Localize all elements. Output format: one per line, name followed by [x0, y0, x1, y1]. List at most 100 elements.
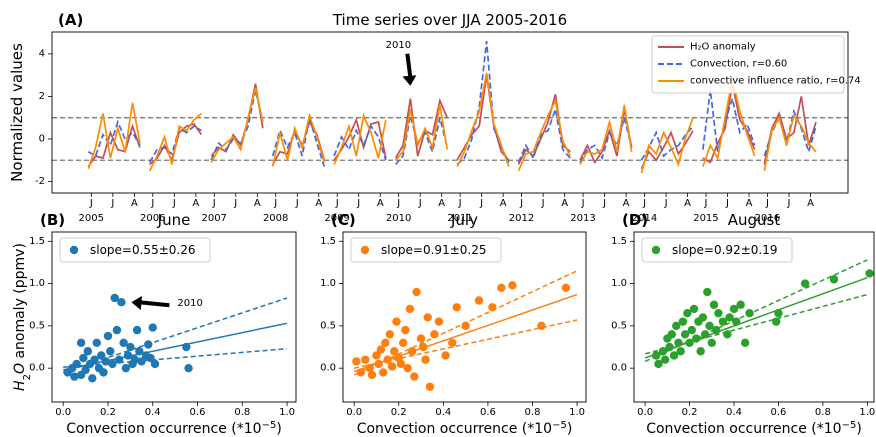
- x-tick-label: J: [233, 198, 237, 209]
- point: [419, 342, 428, 352]
- legend-box: [350, 237, 502, 263]
- x-tick-label: 0.6: [770, 407, 786, 418]
- fit-lower: [63, 347, 288, 369]
- point: [121, 363, 131, 373]
- x-tick-label: 0.0: [637, 407, 653, 418]
- panel-label: (D): [622, 211, 648, 229]
- x-tick-label: 0.2: [100, 407, 116, 418]
- x-tick-label: J: [89, 198, 93, 209]
- x-tick-label: J: [212, 198, 216, 209]
- point: [740, 338, 750, 347]
- point: [474, 296, 484, 305]
- y-tick-label: 1.0: [320, 278, 336, 289]
- x-tick-label: A: [438, 198, 445, 209]
- point: [110, 293, 119, 303]
- x-tick-label: J: [418, 198, 422, 209]
- point: [680, 330, 690, 339]
- point: [79, 353, 88, 363]
- point: [441, 351, 450, 360]
- y-axis-label-part: O: [12, 363, 28, 374]
- fit-upper: [62, 297, 288, 374]
- y-axis-label-part: H: [12, 380, 28, 391]
- x-tick-label: 0.2: [391, 407, 407, 418]
- x-tick-label: 0.0: [55, 407, 71, 418]
- point: [712, 325, 721, 335]
- x-tick-label: A: [684, 198, 691, 209]
- x-tick-label: J: [172, 198, 176, 209]
- point: [137, 357, 146, 366]
- y-tick-label: 1.5: [611, 236, 627, 247]
- point: [698, 313, 708, 322]
- point: [537, 321, 546, 331]
- point: [488, 303, 497, 312]
- x-axis-label-part: −5: [552, 420, 567, 431]
- point: [99, 368, 108, 377]
- point: [150, 359, 160, 369]
- y-tick-label: 1.5: [320, 236, 336, 247]
- x-tick-label: 0.8: [815, 407, 831, 418]
- x-tick-label: 0.4: [145, 407, 161, 418]
- point: [76, 338, 86, 347]
- point: [654, 359, 663, 369]
- axes-frame: [51, 231, 297, 403]
- point: [416, 334, 426, 343]
- y-tick-label: 4: [39, 48, 45, 59]
- x-tick-label: A: [500, 198, 507, 209]
- legend-swatch: [360, 245, 370, 255]
- year-label: 2013: [570, 213, 595, 224]
- point: [135, 347, 144, 356]
- legend-box: [641, 237, 793, 263]
- point: [374, 359, 383, 369]
- point: [130, 355, 140, 364]
- point: [407, 347, 417, 356]
- plot-area: [644, 259, 874, 369]
- point: [412, 287, 421, 297]
- point: [703, 287, 712, 297]
- point: [383, 355, 392, 364]
- point: [114, 355, 124, 364]
- point: [378, 368, 388, 377]
- panel-title: June: [157, 211, 191, 229]
- x-tick-label: J: [664, 198, 668, 209]
- point: [448, 338, 457, 347]
- x-tick-label: 0.4: [726, 407, 742, 418]
- point: [865, 269, 874, 278]
- point: [83, 347, 93, 356]
- panel-title: Time series over JJA 2005-2016: [332, 11, 567, 29]
- fit-lower: [644, 293, 868, 355]
- point: [772, 317, 781, 326]
- y-tick-label: 0.5: [611, 320, 627, 331]
- x-axis-label-part: Convection occurrence (*10: [646, 421, 841, 437]
- year-label: 2005: [79, 213, 104, 224]
- annotation-arrow: [139, 300, 170, 308]
- point: [683, 308, 692, 318]
- annotation-text: 2010: [386, 40, 411, 51]
- axes-frame: [633, 231, 875, 403]
- point: [70, 372, 79, 381]
- legend-label: Convection, r=0.60: [690, 59, 787, 70]
- annotation-arrow-head: [402, 75, 417, 86]
- x-tick-label: A: [192, 198, 199, 209]
- x-tick-label: 0.8: [234, 407, 250, 418]
- point: [103, 331, 113, 341]
- x-tick-label: J: [295, 198, 299, 209]
- year-label: 2015: [693, 213, 718, 224]
- year-label: 2012: [509, 213, 534, 224]
- y-tick-label: 0.5: [320, 320, 336, 331]
- point: [132, 325, 142, 335]
- point: [365, 363, 374, 373]
- year-label: 2014: [632, 213, 657, 224]
- point: [101, 357, 110, 366]
- point: [774, 308, 783, 318]
- point: [144, 340, 153, 349]
- panel-label: (A): [58, 11, 83, 29]
- legend-box: [651, 35, 845, 94]
- point: [689, 304, 699, 314]
- x-tick-label: A: [561, 198, 568, 209]
- point: [718, 317, 728, 326]
- x-axis-label-part: ): [567, 421, 572, 437]
- annotation-arrow-head: [131, 296, 142, 310]
- point: [352, 357, 361, 366]
- x-tick-label: A: [131, 198, 138, 209]
- panel-title: August: [728, 211, 781, 229]
